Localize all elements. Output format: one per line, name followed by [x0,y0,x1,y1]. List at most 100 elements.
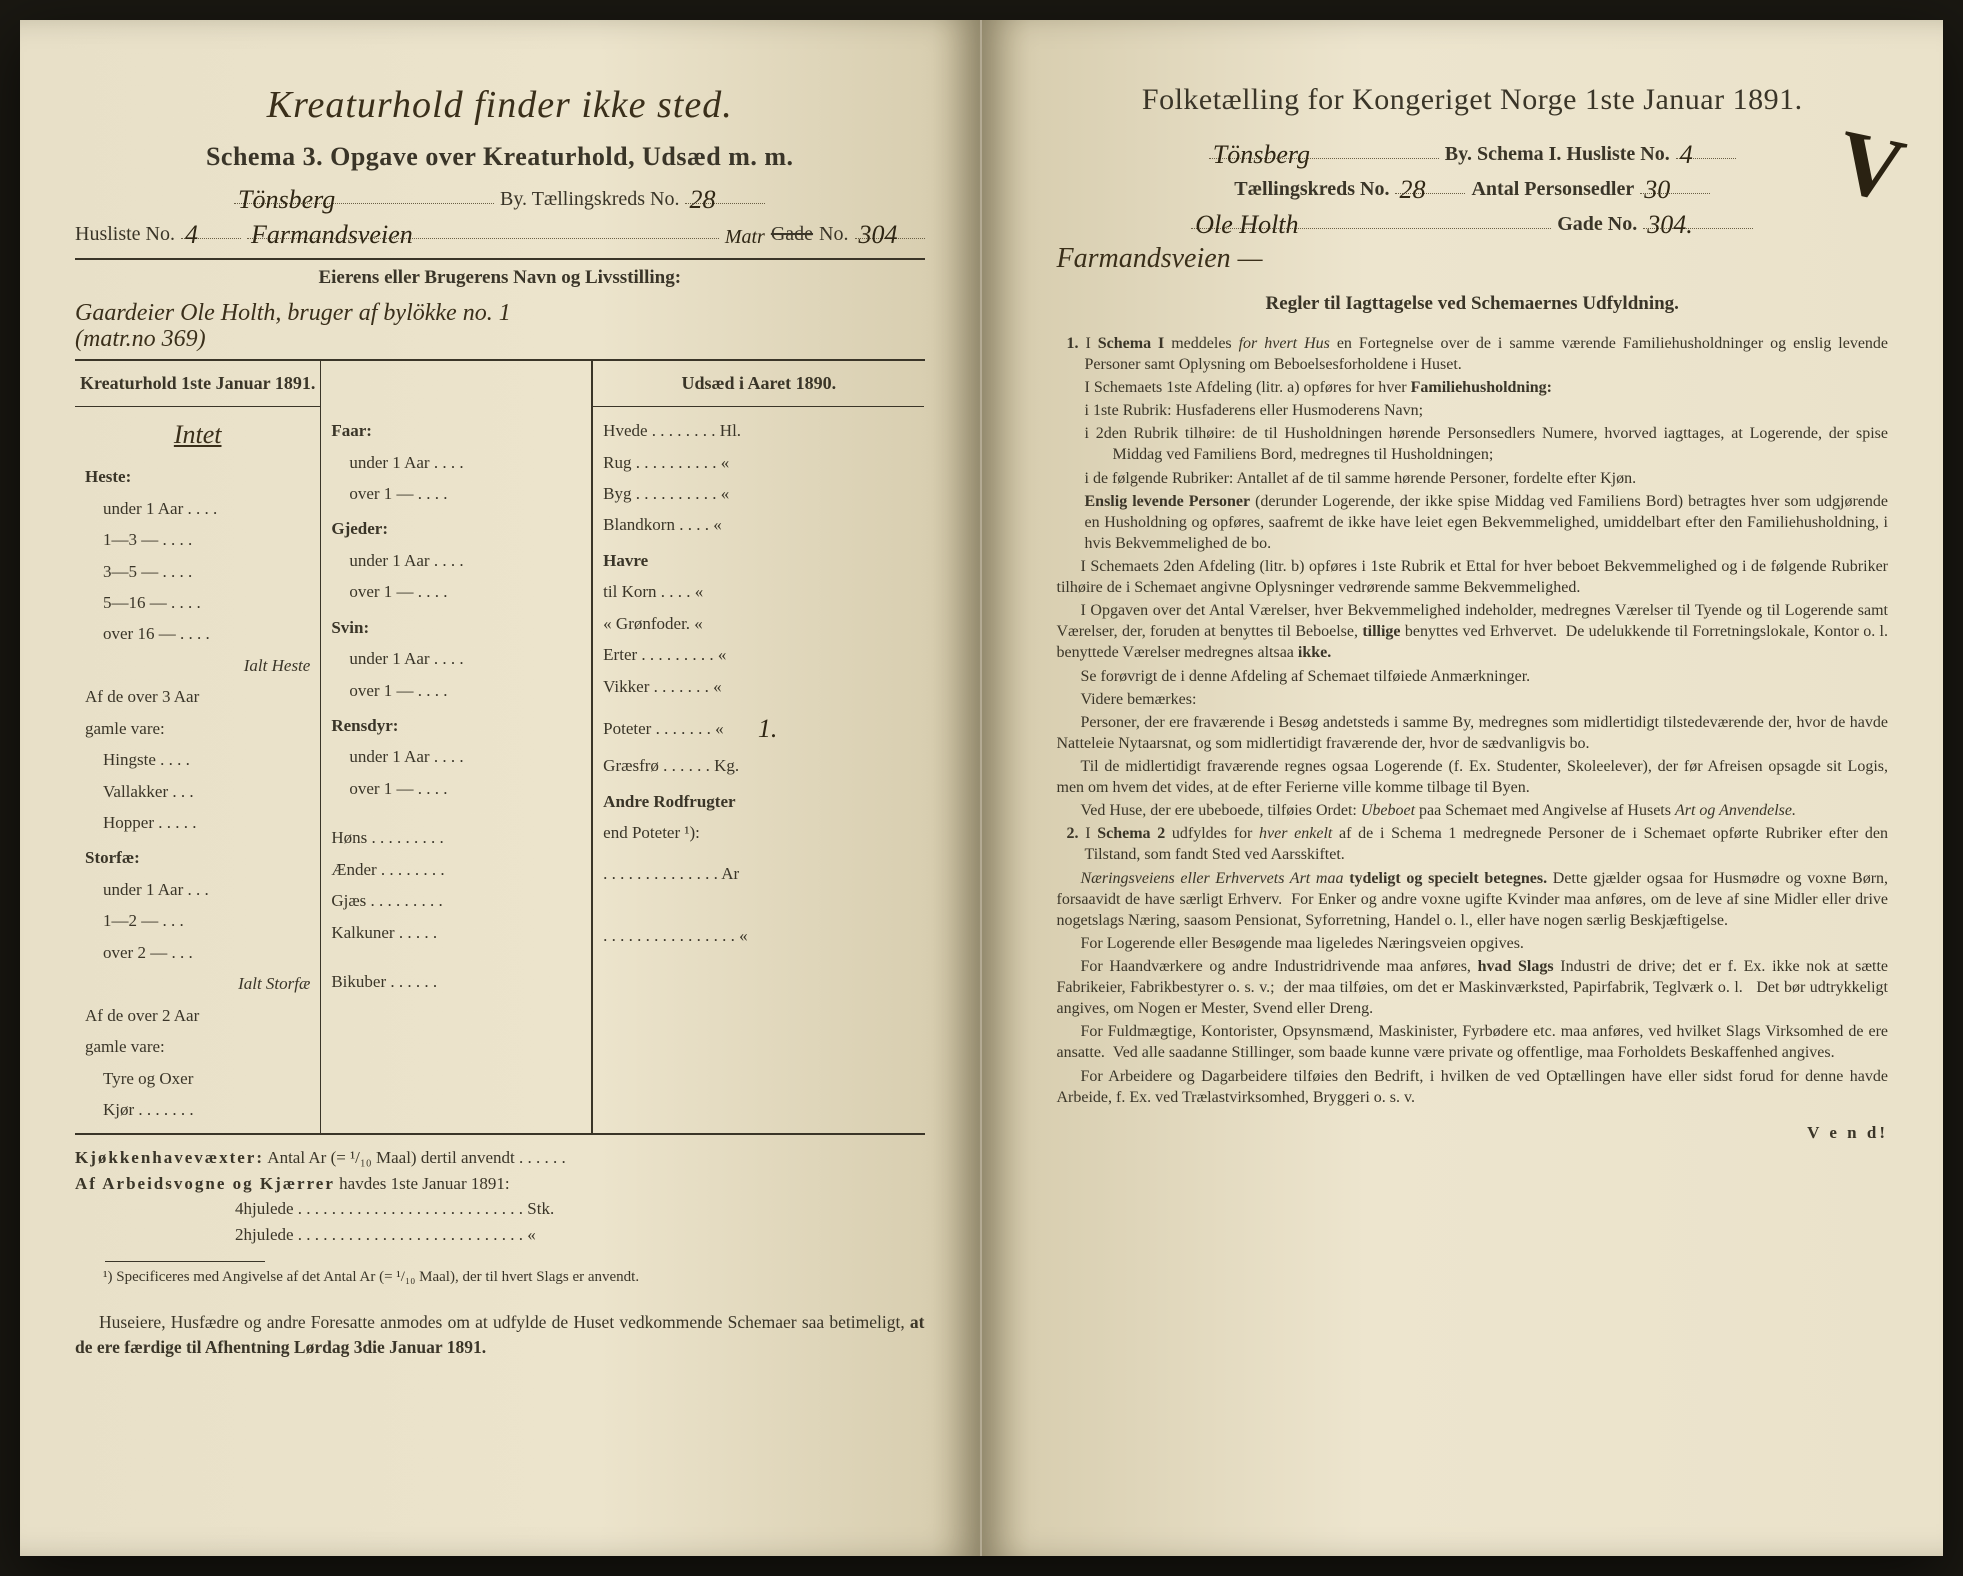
af-over3: Af de over 3 Aar [85,681,310,712]
heste-head: Heste: [85,461,310,492]
udsaed-row: Rug . . . . . . . . . . « [603,447,914,478]
tyre: Tyre og Oxer [85,1063,310,1094]
rules-body: 1. I Schema I meddeles for hvert Hus en … [1057,333,1889,1108]
rule-p: 2. I Schema 2 udfyldes for hver enkelt a… [1057,823,1889,865]
rule-p: 1. I Schema I meddeles for hvert Hus en … [1057,333,1889,375]
udsaed-row: Byg . . . . . . . . . . « [603,478,914,509]
udsaed-row: Hvede . . . . . . . . Hl. [603,415,914,446]
rule-p: I Schemaets 2den Afdeling (litr. b) opfø… [1057,556,1889,598]
rule-p: For Haandværkere og andre Industridriven… [1057,956,1889,1019]
rule-p: For Fuldmægtige, Kontorister, Opsynsmænd… [1057,1021,1889,1063]
faar-head: Faar: [331,415,581,446]
gamle-vare2: gamle vare: [85,1031,310,1062]
kreatur-table: Kreaturhold 1ste Januar 1891. Intet Hest… [75,359,925,1136]
r-gade-no: 304. [1647,210,1693,239]
poteter-value-hw: 1. [758,714,778,743]
rule-p: I Schemaets 1ste Afdeling (litr. a) opfø… [1057,377,1889,398]
arbeids-line: Af Arbeidsvogne og Kjærrer havdes 1ste J… [75,1171,925,1197]
table-row: over 1 — . . . . [331,478,581,509]
r-by-label: By. Schema I. Husliste No. [1445,141,1670,168]
r-name-hw: Ole Holth [1195,210,1298,239]
rule-p: For Arbeidere og Dagarbeidere tilføies d… [1057,1066,1889,1108]
below-table-block: Kjøkkenhavevæxter: Antal Ar (= ¹/₁₀ Maal… [75,1145,925,1360]
gade-no: 304 [859,220,898,249]
form-line-by: Tönsberg By. Tællingskreds No. 28 [75,184,925,213]
left-page: Kreaturhold finder ikke sted. Schema 3. … [20,20,982,1556]
form-line-husliste: Husliste No. 4 Farmandsveien Matr Gade N… [75,219,925,248]
thead-right: Udsæd i Aaret 1890. [593,361,924,407]
r-kreds-no: 28 [1399,175,1425,204]
table-row: under 1 Aar . . . . [85,493,310,524]
table-row: 1—2 — . . . [85,905,310,936]
udsaed-row: Poteter . . . . . . . « 1. [603,702,914,750]
hjul4: 4hjulede . . . . . . . . . . . . . . . .… [75,1196,925,1222]
vend-label: V e n d! [1057,1122,1889,1145]
table-row: under 1 Aar . . . [85,874,310,905]
kjokken-label: Kjøkkenhavevæxter: [75,1148,264,1167]
table-row: under 1 Aar . . . . [331,643,581,674]
udsaed-row: Erter . . . . . . . . . « [603,639,914,670]
r-line3: Ole Holth Gade No. 304. [1057,209,1889,238]
no-label: No. [819,221,848,248]
rule-p: i 1ste Rubrik: Husfaderens eller Husmode… [1057,400,1889,421]
owner-hw-1: Gaardeier Ole Holth, bruger af bylökke n… [75,300,925,326]
storfae-head: Storfæ: [85,842,310,873]
thead-left: Kreaturhold 1ste Januar 1891. [79,367,316,400]
kalkuner: Kalkuner . . . . . [331,917,581,948]
ar-row: . . . . . . . . . . . . . . Ar [603,858,914,889]
table-row: over 1 — . . . . [331,773,581,804]
table-row: under 1 Aar . . . . [331,741,581,772]
footnote-rule [105,1261,265,1262]
udsaed-row: « Grønfoder. « [603,608,914,639]
table-row: over 1 — . . . . [331,675,581,706]
rule-p: i 2den Rubrik tilhøire: de til Husholdni… [1057,423,1889,465]
footnote: ¹) Specificeres med Angivelse af det Ant… [75,1268,925,1288]
ialt-storfae: Ialt Storfæ [85,968,310,999]
rule-p: Enslig levende Personer (derunder Logere… [1057,491,1889,554]
matr-hw: Matr [725,224,765,251]
af-over2: Af de over 2 Aar [85,1000,310,1031]
r-kreds-label: Tællingskreds No. [1234,176,1389,203]
kreds-no: 28 [689,185,715,214]
udsaed-row: Vikker . . . . . . . « [603,671,914,702]
r-antal-no: 30 [1644,175,1670,204]
census-title: Folketælling for Kongeriget Norge 1ste J… [1057,80,1889,121]
table-row: under 1 Aar . . . . [331,545,581,576]
table-row: 3—5 — . . . . [85,556,310,587]
ialt-heste: Ialt Heste [85,650,310,681]
svin-head: Svin: [331,612,581,643]
udsaed-row: Græsfrø . . . . . . Kg. [603,750,914,781]
rule-p: Personer, der ere fraværende i Besøg and… [1057,712,1889,754]
intet-hw: Intet [85,411,310,459]
rule-p: Se forøvrigt de i denne Afdeling af Sche… [1057,666,1889,687]
udsaed-row: Havre [603,545,914,576]
rule-p: I Opgaven over det Antal Værelser, hver … [1057,600,1889,663]
vallakker: Vallakker . . . [85,776,310,807]
table-row: over 16 — . . . . [85,618,310,649]
r-antal-label: Antal Personsedler [1471,176,1634,203]
udsaed-row: Andre Rodfrugter [603,786,914,817]
hingste: Hingste . . . . [85,744,310,775]
r-extra-hw: Farmandsveien — [1057,240,1889,278]
by-value: Tönsberg [238,185,335,214]
r-line1: Tönsberg By. Schema I. Husliste No. 4 [1057,139,1889,168]
table-row: under 1 Aar . . . . [331,447,581,478]
kjokken-text: Antal Ar (= ¹/₁₀ Maal) dertil anvendt . … [267,1148,565,1167]
ar-row2: . . . . . . . . . . . . . . . . « [603,920,914,951]
owner-header: Eierens eller Brugerens Navn og Livsstil… [75,258,925,296]
rensdyr-head: Rensdyr: [331,710,581,741]
aender: Ænder . . . . . . . . [331,854,581,885]
hons: Høns . . . . . . . . . [331,822,581,853]
rule-p: i de følgende Rubriker: Antallet af de t… [1057,468,1889,489]
rule-p: Ved Huse, der ere ubeboede, tilføies Ord… [1057,800,1889,821]
table-row: over 2 — . . . [85,937,310,968]
schema3-title: Schema 3. Opgave over Kreaturhold, Udsæd… [75,139,925,174]
r-husliste-no: 4 [1680,140,1693,169]
udsaed-row: end Poteter ¹): [603,817,914,848]
gjaes: Gjæs . . . . . . . . . [331,885,581,916]
census-book-spread: Kreaturhold finder ikke sted. Schema 3. … [20,20,1943,1556]
right-page: V Folketælling for Kongeriget Norge 1ste… [982,20,1944,1556]
table-row: 1—3 — . . . . [85,524,310,555]
hjul2: 2hjulede . . . . . . . . . . . . . . . .… [75,1222,925,1248]
gamle-vare: gamle vare: [85,713,310,744]
